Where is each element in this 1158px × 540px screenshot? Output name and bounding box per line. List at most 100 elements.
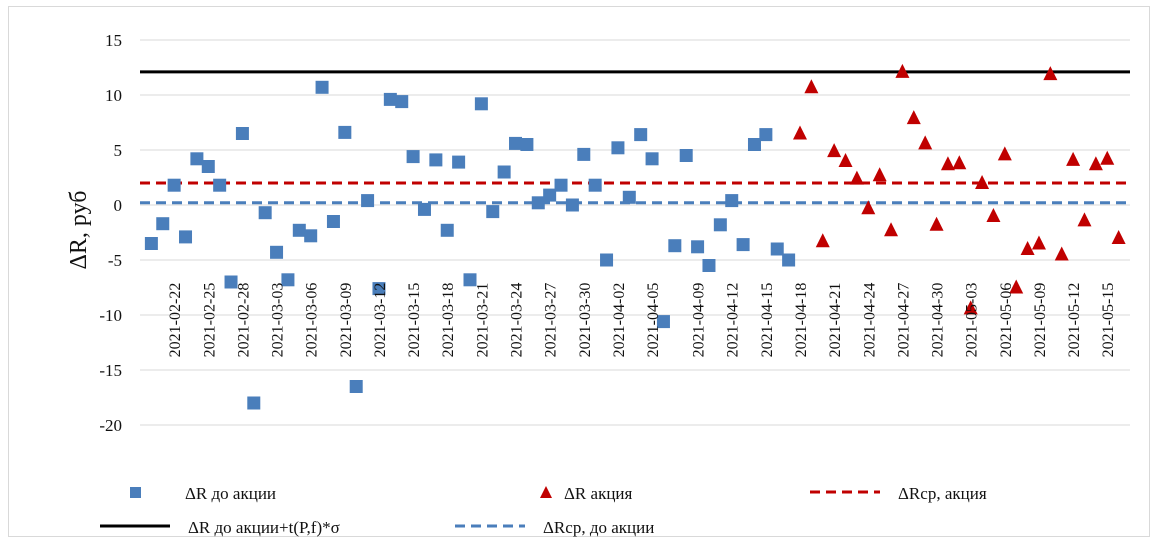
data-point-before (668, 239, 682, 253)
x-tick-label: 2021-05-03 (964, 283, 981, 358)
data-point-before (713, 218, 727, 232)
data-point-before (452, 155, 466, 169)
x-tick-label: 2021-03-24 (509, 283, 526, 358)
data-point-before (474, 97, 488, 111)
data-point-promo (884, 222, 899, 237)
data-point-promo (1031, 235, 1046, 250)
data-point-before (679, 149, 693, 162)
x-tick-label: 2021-04-21 (827, 283, 844, 358)
x-tick-label: 2021-04-24 (861, 283, 878, 358)
data-point-before (531, 196, 545, 210)
chart-border (8, 6, 1150, 537)
data-point-before (429, 153, 443, 167)
legend-marker (540, 486, 552, 498)
y-tick-label: 15 (105, 31, 122, 50)
x-tick-label: 2021-03-06 (304, 283, 321, 358)
data-point-promo (975, 175, 990, 189)
data-point-before (201, 160, 215, 173)
x-tick-label: 2021-05-15 (1100, 283, 1117, 358)
data-point-before (235, 127, 249, 140)
data-point-promo (1054, 246, 1069, 261)
data-point-before (258, 206, 272, 220)
data-point-before (782, 253, 796, 267)
data-point-before (554, 178, 568, 192)
x-tick-label: 2021-04-02 (611, 283, 628, 358)
data-point-promo (1088, 156, 1103, 171)
data-point-promo (906, 110, 921, 125)
y-tick-label: -20 (99, 416, 122, 435)
x-tick-label: 2021-04-12 (725, 283, 742, 358)
data-point-before (383, 92, 397, 106)
data-point-before (497, 165, 511, 179)
data-point-promo (804, 79, 819, 94)
data-point-before (509, 136, 523, 150)
x-tick-label: 2021-03-18 (440, 283, 457, 358)
data-point-before (759, 128, 773, 142)
legend-item: ΔR акция (540, 484, 633, 503)
x-tick-label: 2021-05-06 (998, 283, 1015, 358)
x-tick-label: 2021-04-18 (793, 283, 810, 358)
x-tick-labels: 2021-02-22 2021-02-25 2021-02-28 2021-03-03… (167, 283, 1117, 358)
data-point-before (361, 194, 375, 208)
data-point-before (577, 147, 591, 161)
data-point-before (326, 215, 340, 228)
data-point-promo (963, 300, 978, 315)
data-point-promo (838, 153, 853, 167)
data-point-before (622, 190, 636, 204)
data-point-before (315, 80, 329, 94)
x-tick-label: 2021-04-30 (930, 283, 947, 358)
data-point-before (588, 178, 602, 192)
y-axis-title: ΔR, руб (66, 190, 92, 269)
x-tick-label: 2021-04-27 (895, 283, 912, 358)
data-point-promo (929, 216, 944, 231)
data-point-before (440, 223, 454, 237)
legend-item: ΔR до акции (130, 484, 276, 503)
x-tick-label: 2021-02-25 (201, 283, 218, 358)
data-point-before (565, 198, 579, 212)
data-point-before (600, 253, 614, 267)
data-point-promo (1043, 66, 1058, 81)
y-tick-label: -10 (99, 306, 122, 325)
data-point-promo (849, 170, 864, 185)
y-tick-labels: 15 10 5 0 -5 -10 -15 -20 (99, 31, 122, 435)
x-tick-label: 2021-02-22 (167, 283, 184, 358)
data-point-before (747, 138, 761, 151)
y-tick-label: 0 (114, 196, 123, 215)
data-point-promo (997, 146, 1012, 161)
y-tick-label: 10 (105, 86, 122, 105)
data-point-before (463, 273, 477, 287)
legend-label: ΔRср, до акции (543, 518, 654, 537)
data-point-promo (1111, 230, 1126, 244)
legend-item: ΔRср, акция (810, 484, 987, 503)
legend-label: ΔRср, акция (898, 484, 987, 503)
data-point-before (725, 194, 739, 208)
data-point-before (270, 245, 284, 259)
data-point-before (224, 275, 238, 289)
data-point-before (736, 238, 750, 252)
data-point-before (372, 282, 386, 296)
data-point-before (520, 138, 534, 151)
data-point-promo (986, 208, 1001, 222)
data-point-before (395, 95, 409, 109)
data-point-promo (918, 135, 933, 150)
legend-label: ΔR до акции (185, 484, 276, 503)
data-point-promo (815, 233, 830, 248)
data-point-before (406, 150, 420, 164)
x-tick-label: 2021-03-27 (543, 283, 560, 358)
data-point-before (156, 217, 170, 231)
x-tick-label: 2021-02-28 (235, 283, 252, 358)
x-tick-label: 2021-03-30 (577, 283, 594, 358)
x-tick-label: 2021-05-12 (1066, 283, 1083, 358)
data-point-before (486, 205, 500, 219)
data-point-before (645, 152, 659, 166)
data-point-promo (793, 125, 807, 140)
data-point-before (247, 396, 261, 410)
x-tick-label: 2021-03-21 (474, 283, 491, 358)
data-point-promo (940, 156, 955, 171)
x-tick-label: 2021-04-09 (691, 283, 708, 358)
x-tick-label: 2021-04-05 (645, 283, 662, 358)
data-point-promo (1066, 151, 1081, 166)
data-point-before (292, 223, 306, 237)
